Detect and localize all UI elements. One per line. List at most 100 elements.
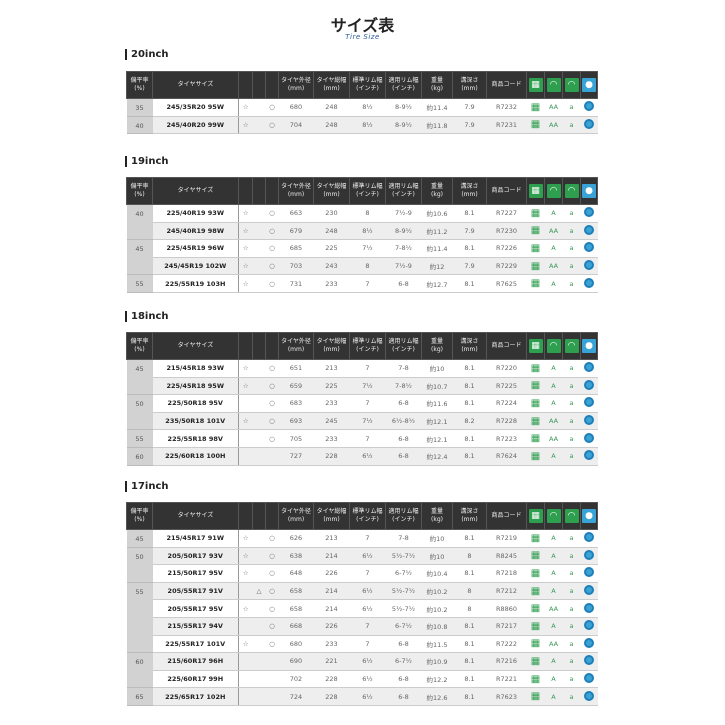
- rim-range-cell: 6-8: [385, 447, 422, 466]
- outer-diameter-cell: 702: [278, 670, 314, 689]
- rolling-resistance-grade: A: [544, 670, 563, 689]
- header-weight: 重量 (kg): [421, 71, 453, 99]
- rolling-resistance-grade: A: [544, 394, 563, 413]
- header-standard-rim: 標準リム幅 (インチ): [349, 502, 386, 530]
- header-ratio: 偏平率 (%): [126, 71, 153, 99]
- wet-tire-icon: ▦: [526, 564, 545, 583]
- noise-icon: ●: [582, 78, 596, 92]
- circle-mark-cell: ○: [265, 617, 279, 636]
- circle-mark-cell: ○: [265, 359, 279, 378]
- tire-size-cell: 245/45R19 102W: [152, 257, 239, 276]
- header-icon-cell: ◠: [544, 332, 563, 360]
- tread-depth-cell: 8.1: [452, 394, 487, 413]
- outer-diameter-cell: 685: [278, 239, 314, 258]
- total-width-cell: 214: [313, 599, 350, 618]
- circle-mark-cell: ○: [265, 529, 279, 548]
- wet-tire-icon: ▦: [526, 652, 545, 671]
- outer-diameter-cell: 705: [278, 429, 314, 448]
- outer-diameter-cell: 658: [278, 599, 314, 618]
- header-total-width: タイヤ総幅 (mm): [313, 177, 350, 205]
- tire-size-cell: 215/55R17 94V: [152, 617, 239, 636]
- header-circle-mark: [265, 332, 279, 360]
- aspect-ratio-cell: 45: [126, 359, 153, 396]
- header-icon-cell: ●: [580, 177, 598, 205]
- tread-depth-cell: 7.9: [452, 116, 487, 135]
- standard-rim-cell: 7½: [349, 239, 386, 258]
- header-ratio: 偏平率 (%): [126, 332, 153, 360]
- header-weight: 重量 (kg): [421, 332, 453, 360]
- wet-grip-grade: a: [562, 635, 581, 654]
- aspect-ratio-cell: 60: [126, 652, 153, 689]
- standard-rim-cell: 6½: [349, 582, 386, 601]
- noise-icon: [584, 585, 594, 596]
- wet-grip-icon: ◠: [564, 339, 579, 353]
- triangle-mark-cell: [252, 429, 266, 448]
- rolling-resistance-grade: A: [544, 274, 563, 293]
- triangle-mark-cell: [252, 687, 266, 706]
- star-mark-cell: ☆: [238, 239, 253, 258]
- weight-cell: 約11.4: [421, 239, 453, 258]
- tread-depth-cell: 8.1: [452, 617, 487, 636]
- rolling-resistance-grade: A: [544, 529, 563, 548]
- aspect-ratio-cell: 55: [126, 274, 153, 293]
- weight-cell: 約10.9: [421, 652, 453, 671]
- star-mark-cell: ☆: [238, 412, 253, 431]
- header-circle-mark: [265, 177, 279, 205]
- product-code-cell: R8245: [486, 547, 527, 566]
- table-header: 偏平率 (%) タイヤサイズ タイヤ外径 (mm) タイヤ総幅 (mm) 標準リム幅 (…: [126, 177, 598, 205]
- table-row: 215/55R17 94V ○ 668 226 7 6-7½ 約10.8 8.1 R7217 ▦ A…: [127, 617, 598, 636]
- rolling-resistance-grade: A: [544, 239, 563, 258]
- rim-range-cell: 8-9½: [385, 98, 422, 117]
- header-icon-cell: ▦: [526, 502, 545, 530]
- header-outer-diameter: タイヤ外径 (mm): [278, 71, 314, 99]
- size-table-19inch: 偏平率 (%) タイヤサイズ タイヤ外径 (mm) タイヤ総幅 (mm) 標準リム幅 (…: [126, 177, 598, 293]
- weight-cell: 約10: [421, 359, 453, 378]
- noise-icon: [584, 260, 594, 271]
- noise-icon: [584, 690, 594, 701]
- wet-grip-grade: a: [562, 687, 581, 706]
- product-code-cell: R7228: [486, 412, 527, 431]
- wet-tire-icon: ▦: [526, 429, 545, 448]
- tire-size-cell: 225/50R18 95V: [152, 394, 239, 413]
- star-mark-cell: ☆: [238, 98, 253, 117]
- header-icon-cell: ▦: [526, 332, 545, 360]
- header-outer-diameter: タイヤ外径 (mm): [278, 177, 314, 205]
- total-width-cell: 233: [313, 429, 350, 448]
- rolling-resistance-grade: AA: [544, 635, 563, 654]
- tread-depth-cell: 8.1: [452, 635, 487, 654]
- triangle-mark-cell: [252, 359, 266, 378]
- wet-grip-grade: a: [562, 599, 581, 618]
- rim-range-cell: 5½-7½: [385, 582, 422, 601]
- total-width-cell: 248: [313, 222, 350, 241]
- wet-grip-grade: a: [562, 98, 581, 117]
- product-code-cell: R7212: [486, 582, 527, 601]
- tread-depth-cell: 7.9: [452, 222, 487, 241]
- standard-rim-cell: 7: [349, 359, 386, 378]
- wet-grip-grade: a: [562, 274, 581, 293]
- header-tread-depth: 溝深さ (mm): [452, 502, 487, 530]
- table-row: 60 225/60R18 100H 727 228 6½ 6-8 約12.4 8.1 R7624…: [126, 447, 598, 466]
- noise-cell: [580, 447, 598, 466]
- tread-depth-cell: 7.9: [452, 257, 487, 276]
- header-rim-range: 適用リム幅 (インチ): [385, 177, 422, 205]
- noise-icon: ●: [582, 339, 596, 353]
- rim-range-cell: 8-9½: [385, 222, 422, 241]
- aspect-ratio-cell: 65: [126, 687, 153, 706]
- weight-cell: 約11.8: [421, 116, 453, 135]
- star-mark-cell: [238, 617, 253, 636]
- wet-grip-grade: a: [562, 617, 581, 636]
- header-icon-cell: ●: [580, 71, 598, 99]
- rolling-resistance-icon: ◠: [546, 78, 561, 92]
- product-code-cell: R7221: [486, 670, 527, 689]
- outer-diameter-cell: 724: [278, 687, 314, 706]
- noise-icon: [584, 620, 594, 631]
- star-mark-cell: [238, 394, 253, 413]
- wet-grip-grade: a: [562, 257, 581, 276]
- weight-cell: 約12.4: [421, 447, 453, 466]
- wet-grip-grade: a: [562, 239, 581, 258]
- circle-mark-cell: ○: [265, 412, 279, 431]
- outer-diameter-cell: 679: [278, 222, 314, 241]
- standard-rim-cell: 7½: [349, 412, 386, 431]
- noise-icon: [584, 532, 594, 543]
- wet-grip-grade: a: [562, 377, 581, 396]
